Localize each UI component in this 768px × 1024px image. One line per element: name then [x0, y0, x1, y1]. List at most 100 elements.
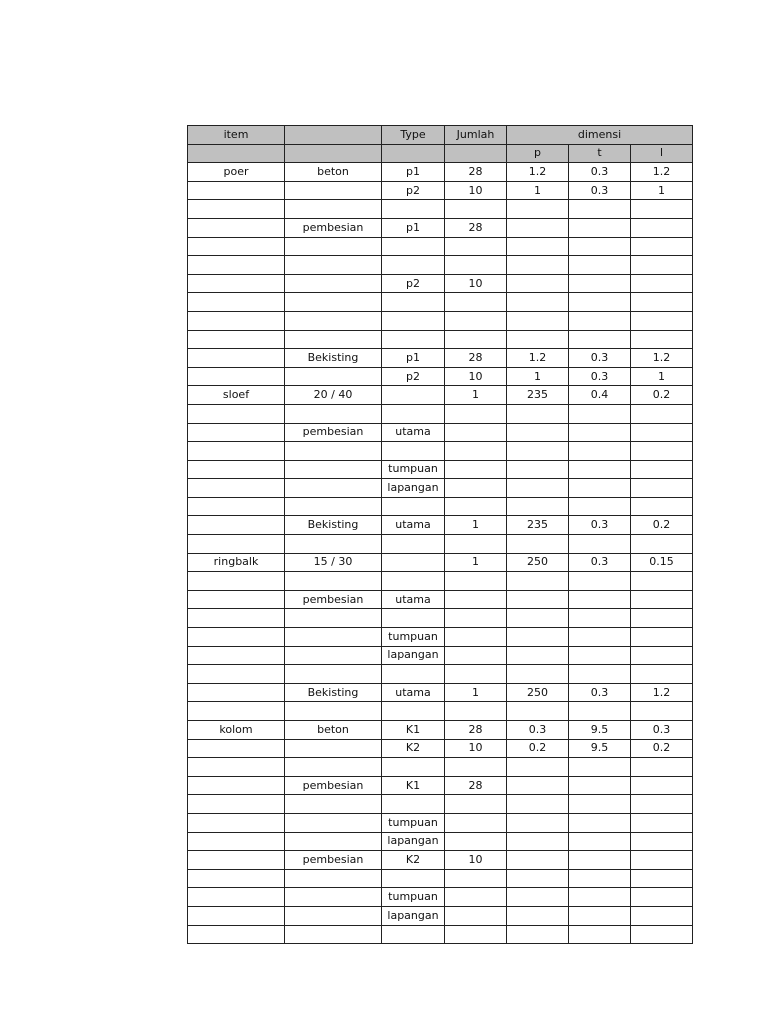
table-cell: 0.2	[630, 385, 693, 405]
table-cell	[381, 496, 445, 517]
table-cell	[444, 608, 507, 629]
table-cell	[381, 534, 445, 554]
table-cell	[381, 608, 445, 629]
table-cell: p1	[381, 217, 445, 238]
table-cell	[630, 868, 693, 889]
table-cell	[444, 905, 507, 926]
table-cell: 1	[444, 682, 507, 703]
table-cell: Bekisting	[284, 348, 382, 368]
table-cell	[506, 589, 569, 610]
table-cell	[630, 701, 693, 721]
table-cell: 1	[630, 180, 693, 201]
table-cell	[284, 496, 382, 517]
table-cell	[187, 812, 285, 833]
table-cell	[381, 794, 445, 814]
table-cell	[284, 831, 382, 852]
table-cell	[506, 459, 569, 480]
table-cell	[187, 199, 285, 219]
subheader-cell-t: t	[568, 143, 631, 164]
table-cell	[187, 682, 285, 703]
table-cell	[506, 775, 569, 796]
table-cell	[444, 329, 507, 350]
table-cell	[506, 571, 569, 591]
table-cell	[444, 868, 507, 889]
table-row: Bekisting utama 1 250 0.3 1.2	[187, 682, 693, 703]
table-cell	[568, 255, 631, 275]
table-cell	[630, 310, 693, 331]
table-cell: 1	[630, 366, 693, 387]
table-cell	[444, 627, 507, 647]
table-cell: 10	[444, 273, 507, 294]
table-cell: 15 / 30	[284, 552, 382, 573]
table-cell: 1	[444, 515, 507, 536]
table-cell	[284, 236, 382, 257]
table-row	[187, 496, 693, 517]
table-cell	[506, 608, 569, 629]
table-cell	[630, 534, 693, 554]
table-cell	[630, 292, 693, 312]
subheader-cell	[284, 143, 382, 164]
table-cell	[187, 292, 285, 312]
table-cell	[444, 292, 507, 312]
table-cell: tumpuan	[381, 887, 445, 907]
table-row: p2 10 1 0.3 1	[187, 366, 693, 387]
table-cell: 1	[444, 552, 507, 573]
table-row: ringbalk 15 / 30 1 250 0.3 0.15	[187, 552, 693, 573]
table-cell: 9.5	[568, 738, 631, 759]
table-cell	[568, 199, 631, 219]
table-cell	[568, 664, 631, 684]
table-cell	[506, 831, 569, 852]
table-cell	[284, 366, 382, 387]
table-row	[187, 292, 693, 312]
table-cell: 28	[444, 162, 507, 182]
table-cell: lapangan	[381, 831, 445, 852]
table-cell	[187, 422, 285, 443]
table-cell	[284, 255, 382, 275]
table-cell: tumpuan	[381, 812, 445, 833]
table-cell	[444, 701, 507, 721]
table-cell	[444, 478, 507, 498]
table-cell	[630, 627, 693, 647]
header-cell-blank	[284, 125, 382, 145]
table-cell	[506, 236, 569, 257]
table-cell: utama	[381, 515, 445, 536]
table-row	[187, 608, 693, 629]
table-cell	[187, 868, 285, 889]
table-cell	[187, 608, 285, 629]
table-cell	[187, 366, 285, 387]
table-cell	[187, 757, 285, 777]
table-cell	[284, 292, 382, 312]
table-cell: Bekisting	[284, 515, 382, 536]
table-cell: K2	[381, 738, 445, 759]
table-cell	[284, 645, 382, 666]
table-cell: 0.3	[568, 348, 631, 368]
table-cell	[284, 441, 382, 461]
table-cell	[630, 608, 693, 629]
table-row: pembesian p1 28	[187, 217, 693, 238]
table-cell: 1.2	[506, 162, 569, 182]
table-cell	[630, 403, 693, 424]
table-cell	[381, 199, 445, 219]
table-cell	[630, 831, 693, 852]
table-row	[187, 664, 693, 684]
table-cell: K1	[381, 775, 445, 796]
table-cell	[630, 459, 693, 480]
table-row: tumpuan	[187, 812, 693, 833]
table-cell	[284, 180, 382, 201]
table-cell	[630, 664, 693, 684]
table-cell	[630, 757, 693, 777]
table-cell	[506, 812, 569, 833]
table-cell: 28	[444, 775, 507, 796]
table-cell	[284, 812, 382, 833]
table-row: p2 10	[187, 273, 693, 294]
table-cell: K2	[381, 850, 445, 870]
table-row: tumpuan	[187, 887, 693, 907]
table-row: sloef 20 / 40 1 235 0.4 0.2	[187, 385, 693, 405]
table-cell	[568, 757, 631, 777]
header-row: item Type Jumlah dimensi	[187, 125, 693, 145]
table-cell	[506, 924, 569, 945]
table-cell	[381, 552, 445, 573]
table-cell: 0.3	[568, 162, 631, 182]
table-cell	[568, 627, 631, 647]
table-cell	[381, 236, 445, 257]
